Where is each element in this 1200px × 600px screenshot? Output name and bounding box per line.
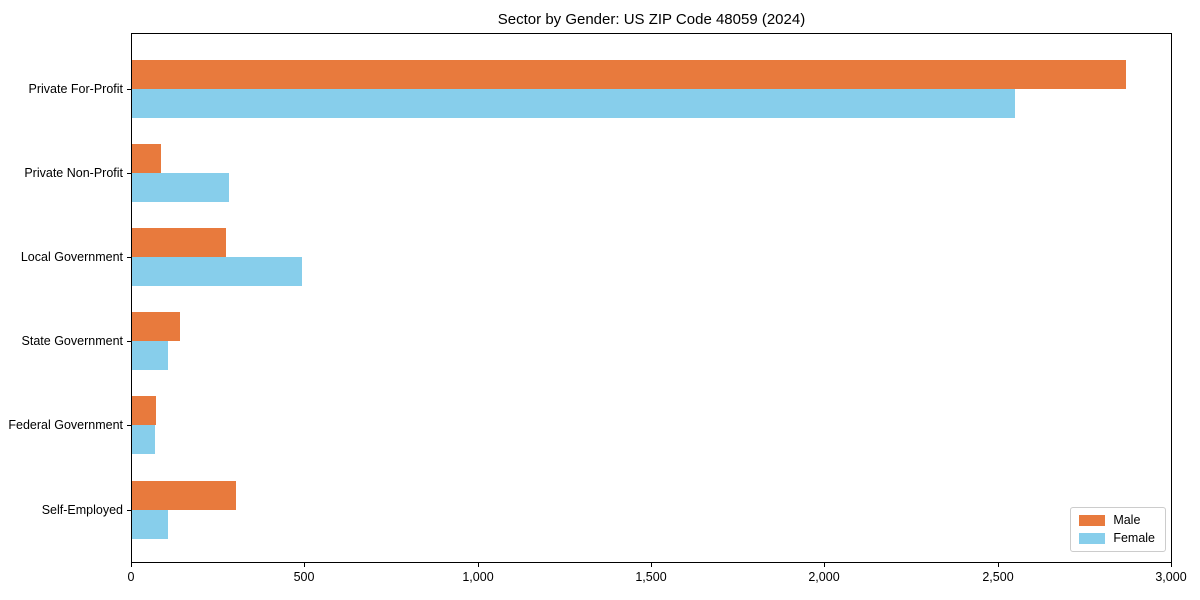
chart-title: Sector by Gender: US ZIP Code 48059 (202… bbox=[497, 11, 806, 28]
bar-female-federal-government bbox=[132, 425, 155, 454]
x-tick-mark bbox=[1171, 562, 1172, 567]
legend-item-female: Female bbox=[1079, 532, 1155, 545]
bar-male-private-for-profit bbox=[132, 60, 1126, 89]
bar-male-private-non-profit bbox=[132, 144, 161, 173]
legend-item-male: Male bbox=[1079, 514, 1155, 527]
bar-female-self-employed bbox=[132, 510, 168, 539]
legend-label-male: Male bbox=[1113, 513, 1141, 527]
x-tick-mark bbox=[651, 562, 652, 567]
y-tick-mark bbox=[127, 89, 131, 90]
bar-female-private-for-profit bbox=[132, 89, 1015, 118]
x-tick-label: 0 bbox=[127, 570, 135, 584]
legend-swatch-male bbox=[1079, 515, 1106, 526]
y-tick-mark bbox=[127, 257, 131, 258]
x-tick-label: 1,000 bbox=[462, 570, 494, 584]
x-tick-label: 500 bbox=[293, 570, 315, 584]
x-tick-mark bbox=[131, 562, 132, 567]
y-tick-label-federal-government: Federal Government bbox=[8, 418, 123, 432]
bar-male-state-government bbox=[132, 312, 180, 341]
y-tick-mark bbox=[127, 425, 131, 426]
x-tick-mark bbox=[478, 562, 479, 567]
y-tick-label-state-government: State Government bbox=[21, 334, 123, 348]
y-tick-label-local-government: Local Government bbox=[20, 250, 123, 264]
bar-female-private-non-profit bbox=[132, 173, 229, 202]
y-tick-label-private-for-profit: Private For-Profit bbox=[28, 82, 123, 96]
x-tick-mark bbox=[304, 562, 305, 567]
bar-male-self-employed bbox=[132, 481, 236, 510]
x-tick-mark bbox=[998, 562, 999, 567]
y-tick-label-self-employed: Self-Employed bbox=[41, 503, 123, 517]
legend-swatch-female bbox=[1079, 533, 1106, 544]
y-tick-mark bbox=[127, 341, 131, 342]
legend: Male Female bbox=[1070, 507, 1166, 552]
x-tick-label: 1,500 bbox=[635, 570, 667, 584]
y-tick-mark bbox=[127, 510, 131, 511]
bar-male-federal-government bbox=[132, 396, 156, 425]
plot-area: Male Female bbox=[131, 33, 1172, 563]
x-tick-label: 3,000 bbox=[1155, 570, 1187, 584]
y-tick-label-private-non-profit: Private Non-Profit bbox=[24, 166, 123, 180]
bar-male-local-government bbox=[132, 228, 226, 257]
x-tick-label: 2,000 bbox=[808, 570, 840, 584]
bar-female-state-government bbox=[132, 341, 168, 370]
y-tick-mark bbox=[127, 173, 131, 174]
legend-label-female: Female bbox=[1113, 531, 1155, 545]
x-tick-label: 2,500 bbox=[982, 570, 1014, 584]
x-tick-mark bbox=[824, 562, 825, 567]
bar-female-local-government bbox=[132, 257, 302, 286]
